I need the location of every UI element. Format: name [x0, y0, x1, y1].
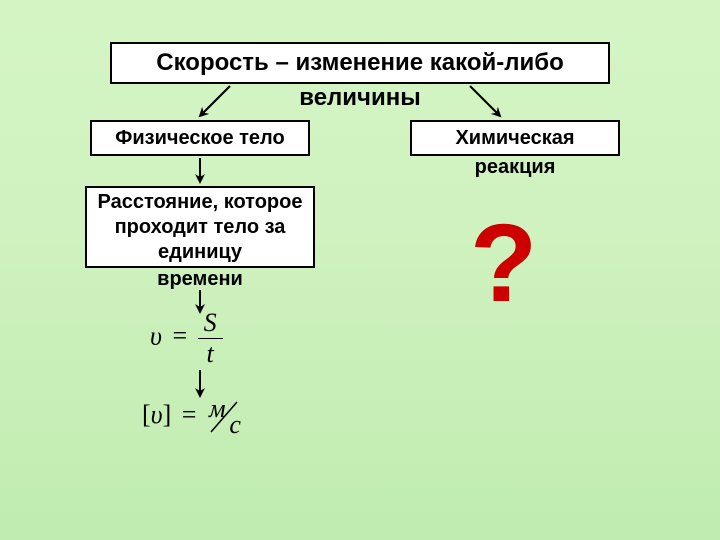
right-box-chemical-reaction: Химическая [410, 120, 620, 156]
title-box: Скорость – изменение какой-либо [110, 42, 610, 84]
formula2-upsilon: υ [151, 400, 163, 429]
title-text-line1: Скорость – изменение какой-либо [156, 48, 563, 78]
formula2-rbracket: ] [163, 400, 172, 429]
left-box-2-text-main: Расстояние, которое проходит тело за еди… [95, 190, 305, 265]
question-mark: ? [470, 200, 537, 327]
formula1-upsilon: υ [150, 321, 162, 350]
left-box-distance-definition: Расстояние, которое проходит тело за еди… [85, 186, 315, 268]
formula2-equals: = [182, 400, 197, 429]
formula1-equals: = [172, 321, 187, 350]
slide-canvas: Скорость – изменение какой-либо величины… [0, 0, 720, 540]
left-box-2-text-overflow: времени [85, 268, 315, 291]
formula1-denominator: t [198, 339, 223, 369]
title-text-line2: величины [110, 84, 610, 112]
formula1-numerator: S [198, 308, 223, 339]
formula2-denominator: с [229, 410, 241, 440]
formula2-lbracket: [ [142, 400, 151, 429]
left-box-physical-body: Физическое тело [90, 120, 310, 156]
formula-velocity: υ = S t [150, 308, 223, 369]
left-box-1-text: Физическое тело [115, 126, 284, 151]
right-box-1-text-line1: Химическая [455, 126, 574, 151]
formula-velocity-units: [υ] = м с [142, 400, 241, 434]
right-box-1-text-line2: реакция [410, 156, 620, 179]
